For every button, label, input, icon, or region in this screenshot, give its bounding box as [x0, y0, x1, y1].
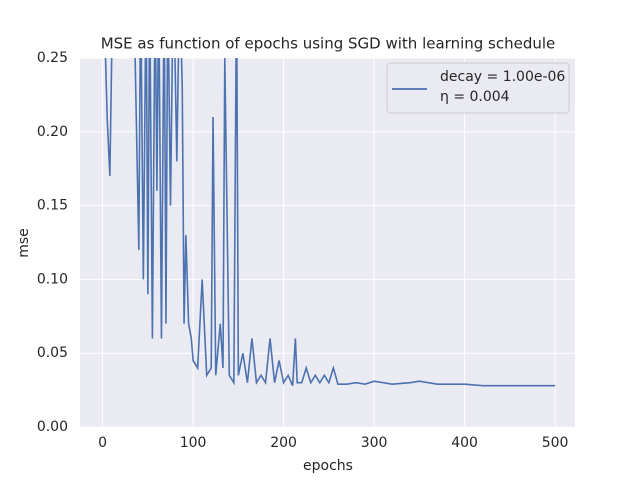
- x-tick-label: 500: [542, 435, 569, 451]
- y-tick-label: 0.25: [37, 50, 68, 66]
- y-tick-label: 0.00: [37, 419, 68, 435]
- x-tick-label: 200: [270, 435, 297, 451]
- x-tick-label: 0: [98, 435, 107, 451]
- x-tick-label: 400: [451, 435, 478, 451]
- x-tick-label: 300: [361, 435, 388, 451]
- y-tick-label: 0.10: [37, 271, 68, 287]
- y-axis-label: mse: [16, 228, 32, 258]
- x-tick-label: 100: [180, 435, 207, 451]
- y-tick-label: 0.15: [37, 198, 68, 214]
- data-line: [104, 58, 556, 387]
- y-tick-label: 0.20: [37, 124, 68, 140]
- y-tick-label: 0.05: [37, 345, 68, 361]
- legend-label: decay = 1.00e-06 η = 0.004: [440, 69, 565, 105]
- chart-title: MSE as function of epochs using SGD with…: [101, 35, 556, 53]
- x-axis-label: epochs: [303, 458, 353, 474]
- legend-box: [386, 62, 570, 114]
